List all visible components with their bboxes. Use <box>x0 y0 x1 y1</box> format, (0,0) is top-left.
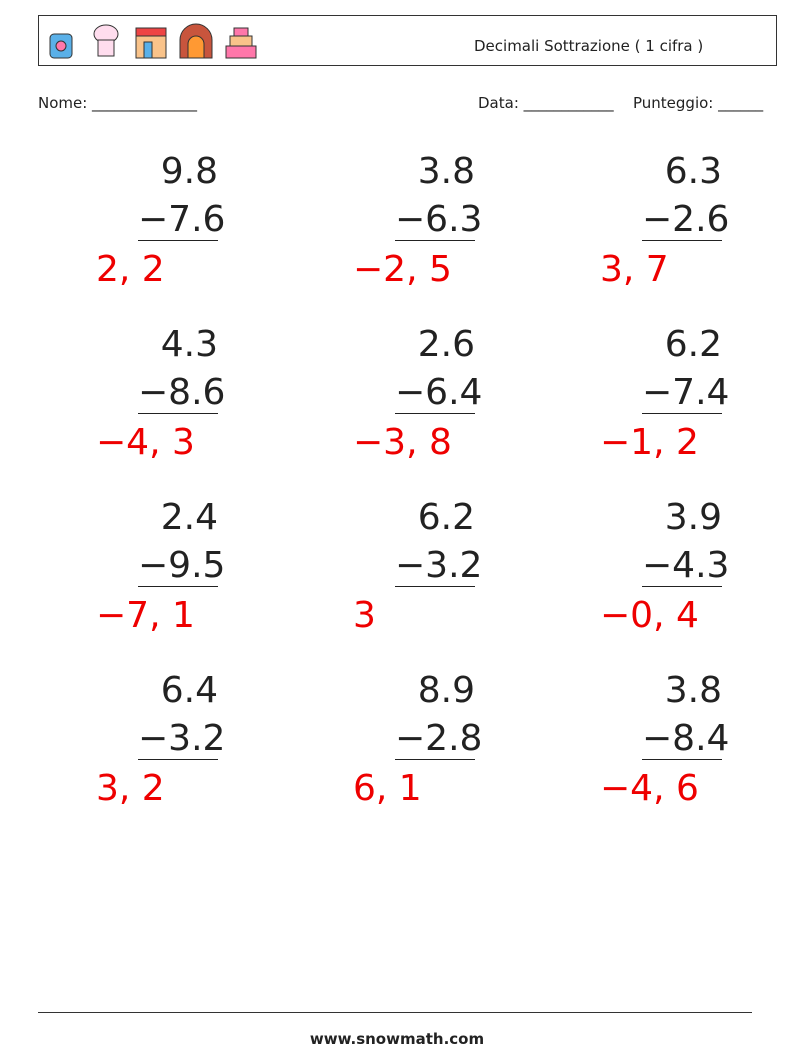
subtrahend: −3.2 <box>395 545 483 587</box>
answer: −4, 6 <box>600 768 699 809</box>
minuend: 6.2 <box>417 497 475 538</box>
minuend: 9.8 <box>160 151 218 192</box>
footer-site: www.snowmath.com <box>309 1030 485 1048</box>
answer: −1, 2 <box>600 422 699 463</box>
answer: 3 <box>353 595 376 636</box>
minuend: 2.4 <box>160 497 218 538</box>
minuend: 6.3 <box>664 151 722 192</box>
subtrahend: −3.2 <box>138 718 226 760</box>
score-field: Punteggio: ______ <box>633 94 764 112</box>
subtrahend: −7.6 <box>138 199 226 241</box>
icons <box>49 23 257 59</box>
footer-rule <box>38 1012 752 1013</box>
answer: 3, 2 <box>96 768 165 809</box>
date-field: Data: ____________ <box>478 94 614 112</box>
answer: −3, 8 <box>353 422 452 463</box>
subtrahend: −7.4 <box>642 372 730 414</box>
minuend: 2.6 <box>417 324 475 365</box>
subtrahend: −2.8 <box>395 718 483 760</box>
minuend: 3.8 <box>417 151 475 192</box>
subtrahend: −4.3 <box>642 545 730 587</box>
minuend: 8.9 <box>417 670 475 711</box>
subtrahend: −9.5 <box>138 545 226 587</box>
minuend: 6.4 <box>160 670 218 711</box>
answer: −7, 1 <box>96 595 195 636</box>
minuend: 4.3 <box>160 324 218 365</box>
name-field: Nome: ______________ <box>38 94 198 112</box>
answer: 3, 7 <box>600 249 669 290</box>
subtrahend: −8.4 <box>642 718 730 760</box>
minuend: 6.2 <box>664 324 722 365</box>
answer: −4, 3 <box>96 422 195 463</box>
title: Decimali Sottrazione ( 1 cifra ) <box>474 37 704 55</box>
subtrahend: −8.6 <box>138 372 226 414</box>
answer: −0, 4 <box>600 595 699 636</box>
subtrahend: −6.3 <box>395 199 483 241</box>
subtrahend: −6.4 <box>395 372 483 414</box>
header-box <box>38 15 777 66</box>
answer: −2, 5 <box>353 249 452 290</box>
answer: 2, 2 <box>96 249 165 290</box>
minuend: 3.8 <box>664 670 722 711</box>
minuend: 3.9 <box>664 497 722 538</box>
answer: 6, 1 <box>353 768 422 809</box>
subtrahend: −2.6 <box>642 199 730 241</box>
